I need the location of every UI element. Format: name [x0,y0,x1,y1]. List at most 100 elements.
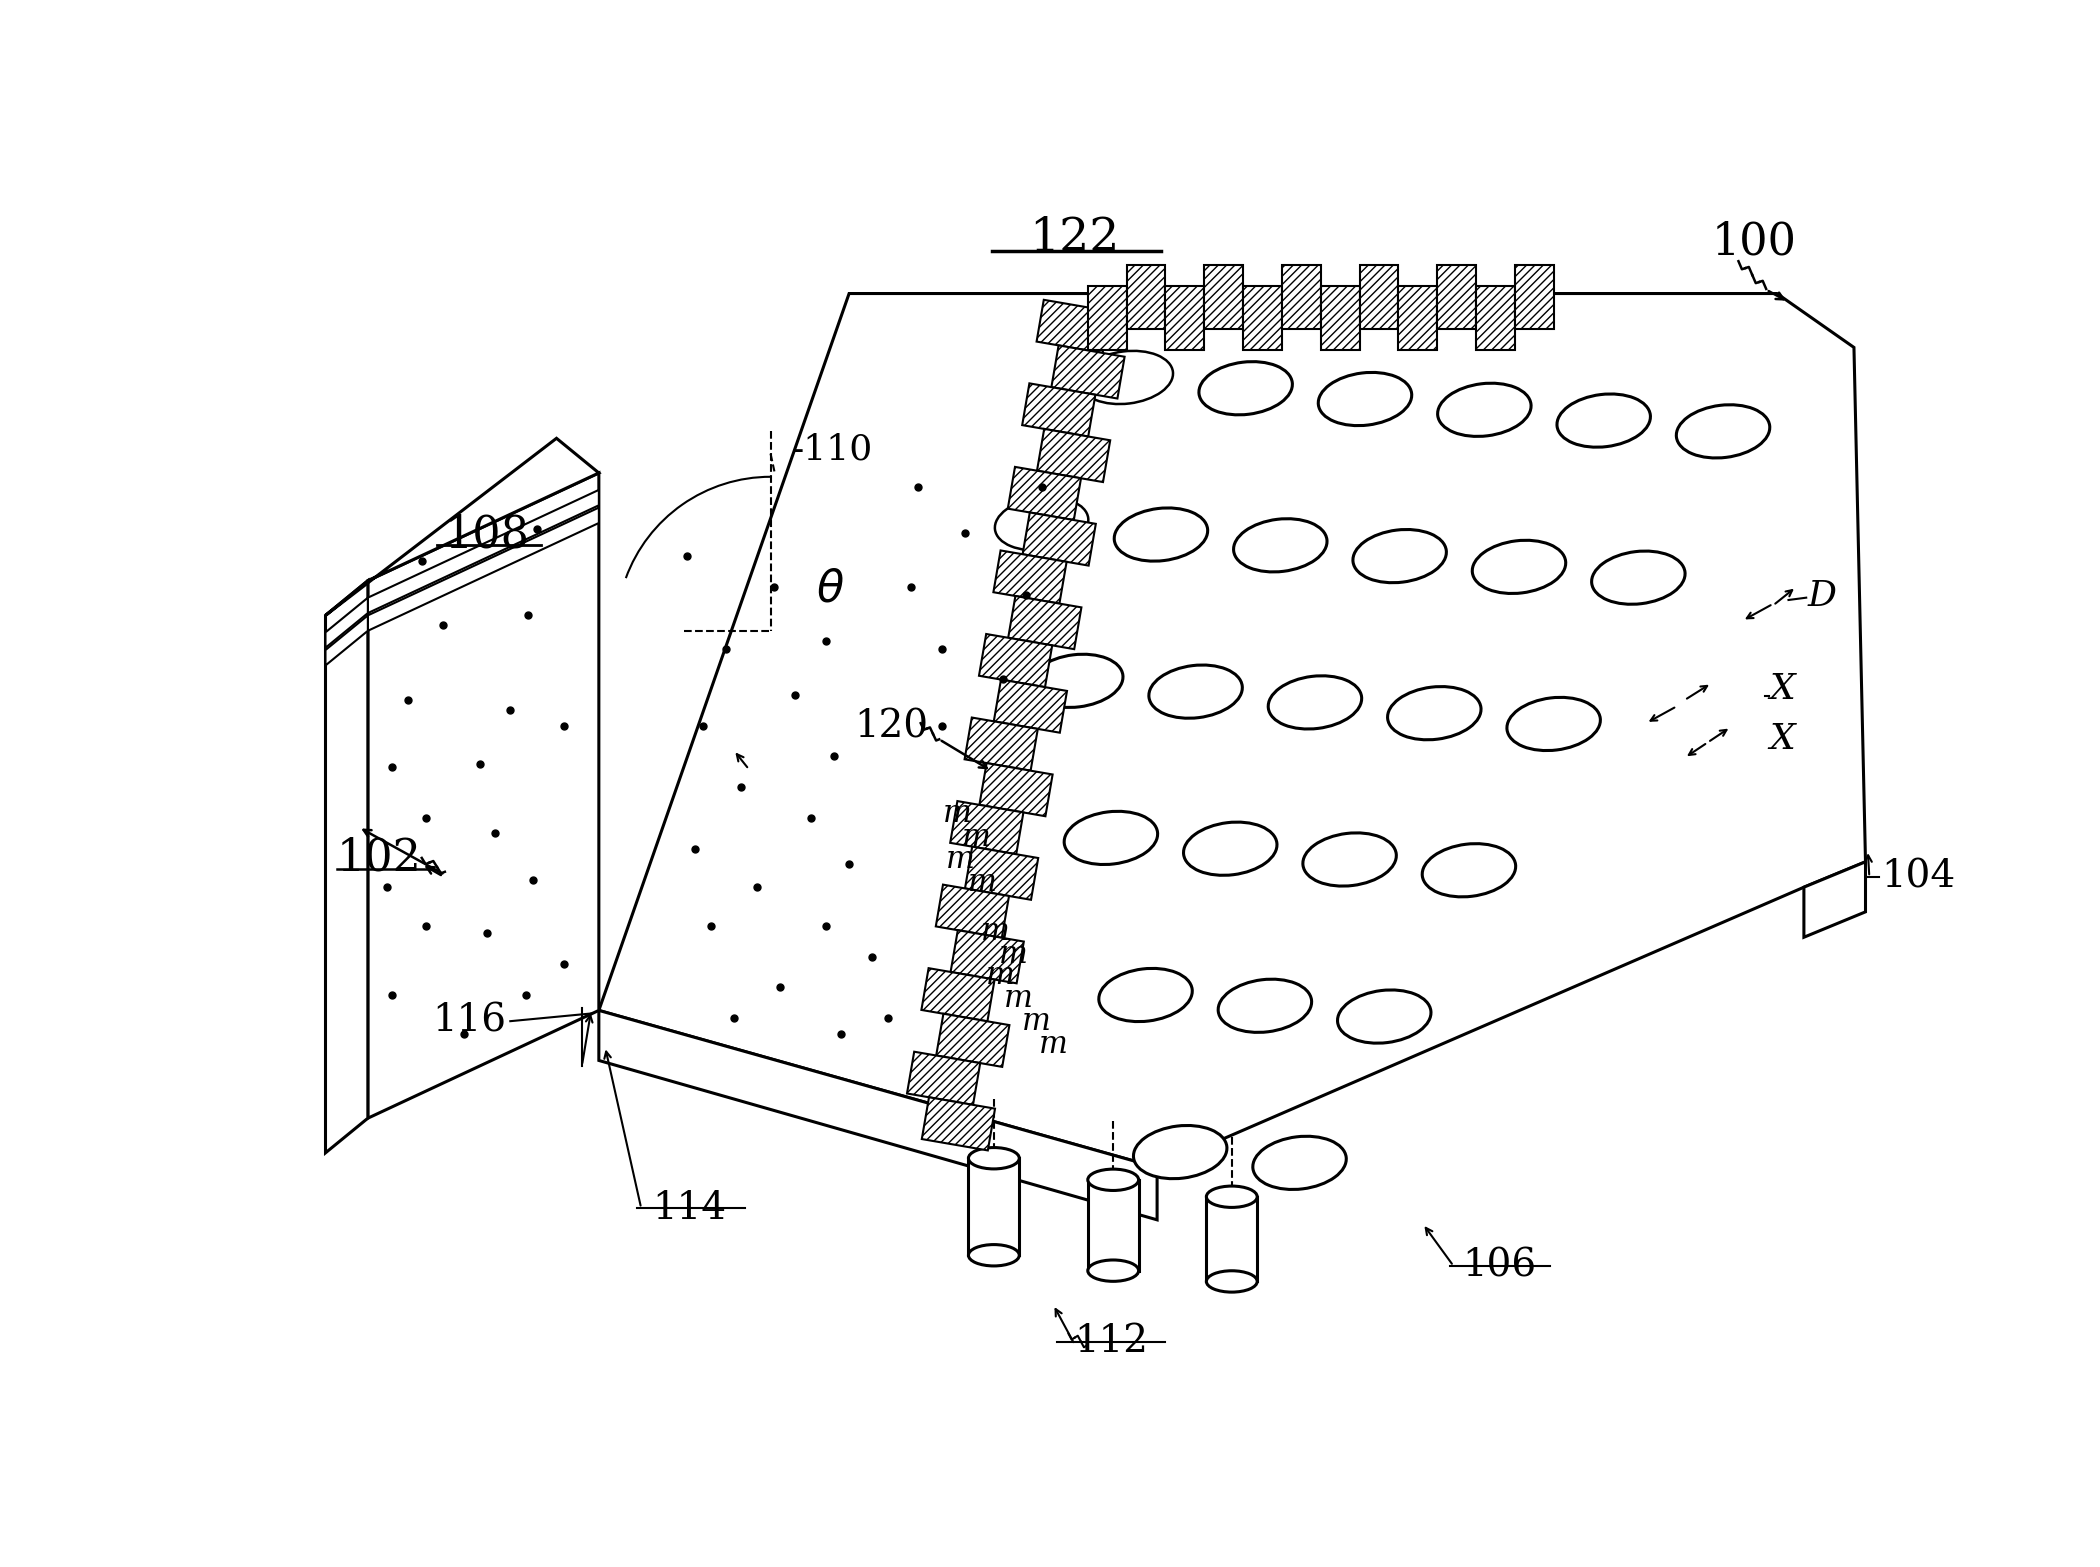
Ellipse shape [1438,384,1531,436]
Polygon shape [1008,467,1082,520]
Ellipse shape [1088,1260,1138,1282]
Ellipse shape [1592,552,1684,605]
Ellipse shape [1254,1136,1346,1189]
Text: m: m [968,867,997,898]
Polygon shape [1359,265,1399,329]
Polygon shape [1166,287,1203,349]
Ellipse shape [995,497,1088,550]
Polygon shape [1514,265,1554,329]
Ellipse shape [968,1147,1018,1169]
Polygon shape [1037,429,1111,483]
Polygon shape [1399,287,1436,349]
Polygon shape [922,1097,995,1150]
Polygon shape [326,616,368,666]
Polygon shape [326,597,368,647]
Text: 112: 112 [1073,1323,1149,1360]
Text: m: m [943,798,972,829]
Polygon shape [1804,862,1865,937]
Text: X: X [1768,672,1796,705]
Ellipse shape [1098,968,1193,1022]
Text: 122: 122 [1029,215,1119,260]
Polygon shape [1281,265,1321,329]
Text: 114: 114 [653,1189,727,1227]
Text: m: m [1004,983,1033,1014]
Ellipse shape [1205,1186,1258,1208]
Ellipse shape [1088,1169,1138,1191]
Polygon shape [1023,384,1096,437]
Polygon shape [1088,1180,1138,1271]
Polygon shape [368,508,598,632]
Polygon shape [993,550,1067,603]
Ellipse shape [1472,541,1567,594]
Polygon shape [368,473,598,1119]
Ellipse shape [1422,843,1516,896]
Polygon shape [979,763,1052,816]
Text: 108: 108 [445,512,529,556]
Ellipse shape [1508,697,1600,751]
Ellipse shape [1065,812,1157,865]
Ellipse shape [1149,664,1243,718]
Ellipse shape [1233,519,1327,572]
Polygon shape [966,846,1037,899]
Polygon shape [598,1011,1157,1219]
Ellipse shape [1184,823,1277,876]
Text: m: m [981,915,1010,946]
Polygon shape [993,680,1067,733]
Text: m: m [947,845,974,874]
Text: 102: 102 [336,837,422,879]
Text: X: X [1768,721,1796,755]
Text: m: m [1040,1030,1067,1059]
Text: 120: 120 [855,708,928,746]
Ellipse shape [1319,373,1411,426]
Text: m: m [987,961,1014,992]
Ellipse shape [1338,990,1430,1044]
Polygon shape [937,1014,1010,1067]
Polygon shape [922,968,995,1022]
Polygon shape [368,490,598,613]
Text: 100: 100 [1712,221,1796,263]
Ellipse shape [1205,1271,1258,1293]
Polygon shape [1088,287,1126,349]
Text: 116: 116 [433,1003,506,1039]
Ellipse shape [1676,404,1770,458]
Polygon shape [937,885,1008,937]
Polygon shape [964,718,1037,771]
Text: 106: 106 [1464,1247,1537,1285]
Polygon shape [951,931,1025,984]
Polygon shape [1203,265,1243,329]
Polygon shape [1321,287,1359,349]
Ellipse shape [1029,655,1124,707]
Polygon shape [1476,287,1514,349]
Ellipse shape [1079,351,1174,404]
Ellipse shape [1268,675,1361,729]
Polygon shape [1052,345,1126,398]
Polygon shape [1126,265,1166,329]
Text: m: m [1000,939,1027,970]
Ellipse shape [1115,508,1208,561]
Ellipse shape [1199,362,1292,415]
Ellipse shape [1218,979,1312,1033]
Polygon shape [1436,265,1476,329]
Text: D: D [1808,580,1838,613]
Text: m: m [1023,1006,1050,1037]
Polygon shape [1243,287,1281,349]
Polygon shape [949,801,1023,854]
Ellipse shape [1302,834,1396,885]
Polygon shape [1023,512,1096,566]
Polygon shape [1205,1197,1258,1282]
Ellipse shape [968,1244,1018,1266]
Polygon shape [907,1051,981,1105]
Text: -110: -110 [792,432,874,467]
Text: 104: 104 [1882,859,1955,896]
Ellipse shape [1352,530,1447,583]
Polygon shape [1037,299,1109,353]
Text: m: m [962,821,991,852]
Polygon shape [979,635,1052,688]
Polygon shape [968,1158,1018,1255]
Polygon shape [1008,595,1082,649]
Ellipse shape [1388,686,1480,740]
Polygon shape [326,439,598,616]
Text: $\theta$: $\theta$ [815,567,844,610]
Polygon shape [598,293,1865,1167]
Polygon shape [326,581,368,1153]
